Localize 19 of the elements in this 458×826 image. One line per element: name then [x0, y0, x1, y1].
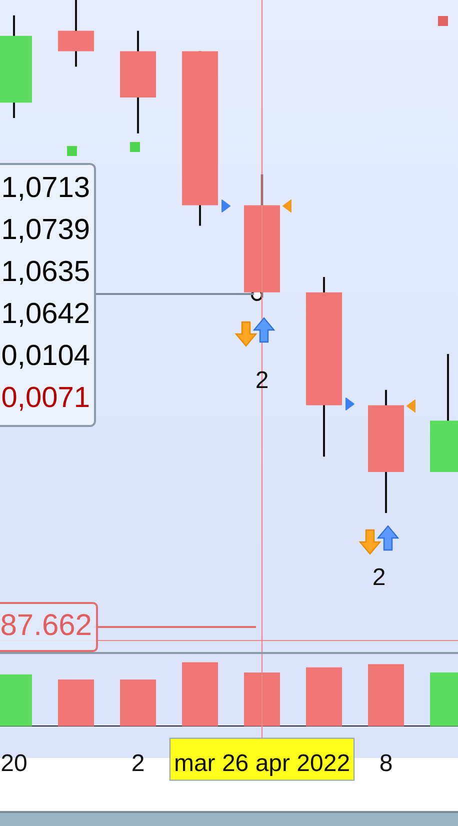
bar — [244, 672, 280, 726]
text: 2 — [371, 564, 387, 592]
text: 87.662 — [0, 608, 92, 644]
annotation: 1,0635 — [1, 255, 90, 289]
bar — [182, 662, 218, 726]
annotation: 2 — [255, 366, 269, 394]
x-tick-label: 8 — [379, 750, 393, 778]
bar — [368, 664, 404, 726]
bar — [120, 680, 156, 726]
annotation: 1,0642 — [1, 297, 90, 331]
x-tick-label: 20 — [0, 750, 28, 778]
x-tick-label: mar 26 apr 2022 — [174, 750, 350, 778]
x-tick-label: 2 — [131, 750, 145, 778]
bar — [58, 680, 94, 726]
bar — [306, 667, 342, 726]
annotation: 1,0713 — [1, 171, 90, 205]
annotation: 1,0739 — [1, 213, 90, 247]
annotation: 0,0071 — [1, 381, 90, 415]
annotation: 0,0104 — [1, 339, 90, 373]
